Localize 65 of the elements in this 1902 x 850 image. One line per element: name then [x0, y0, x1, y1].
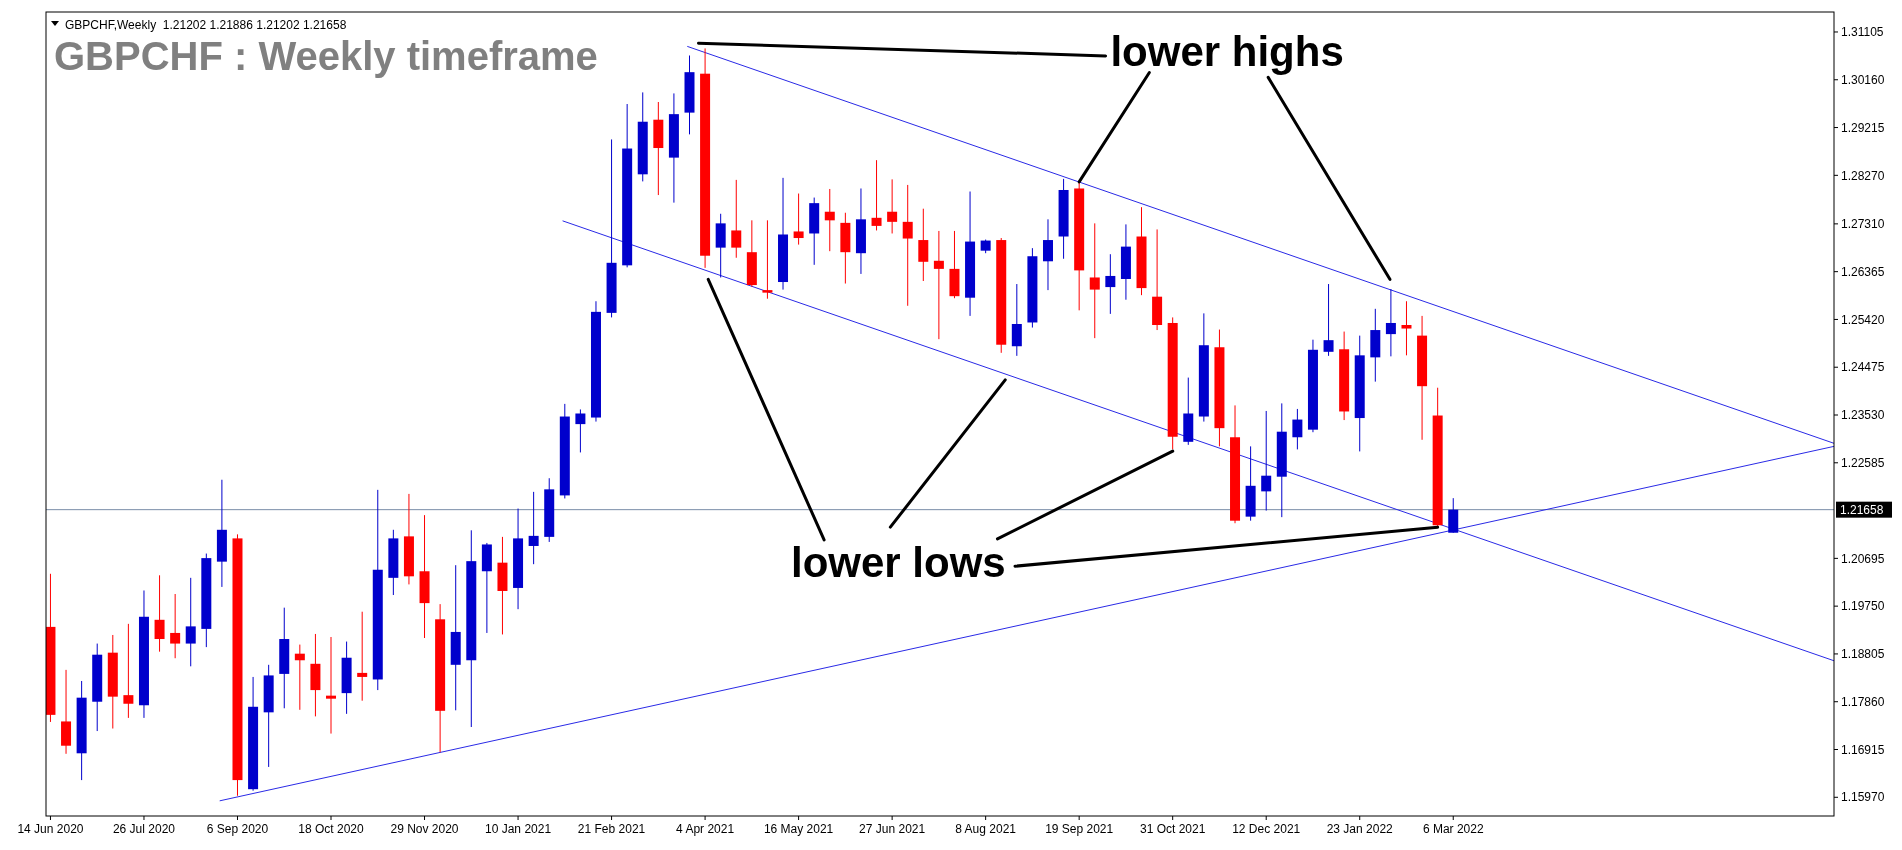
candlestick — [357, 611, 368, 702]
x-tick-label: 26 Jul 2020 — [112, 822, 176, 836]
x-tick-label: 27 Jun 2021 — [859, 822, 926, 836]
x-tick-label: 21 Feb 2021 — [577, 822, 646, 836]
candlestick — [793, 193, 804, 246]
y-tick-label: 1.28270 — [1841, 168, 1885, 183]
y-tick-label: 1.17860 — [1841, 694, 1885, 709]
candlestick — [528, 491, 539, 565]
candlestick — [575, 408, 586, 453]
candlestick — [154, 574, 165, 653]
candlestick — [1448, 497, 1459, 534]
y-tick-label: 1.22585 — [1841, 456, 1885, 470]
y-tick-label: 1.19750 — [1841, 599, 1885, 614]
x-tick-label: 14 Jun 2020 — [17, 822, 84, 836]
annotation: lower highs — [1110, 27, 1344, 75]
candlestick — [1261, 410, 1272, 512]
candlestick — [1042, 218, 1053, 291]
candlestick — [933, 230, 944, 340]
candlestick — [1089, 222, 1100, 339]
y-tick-label: 1.20695 — [1841, 551, 1885, 566]
candlestick — [731, 179, 742, 259]
y-tick-label: 1.16915 — [1841, 742, 1885, 757]
x-tick-label: 19 Sep 2021 — [1045, 822, 1114, 836]
x-tick-label: 23 Jan 2022 — [1326, 822, 1394, 836]
y-tick-label: 1.27310 — [1841, 217, 1885, 232]
candlestick — [871, 159, 882, 231]
candlestick — [1385, 288, 1396, 357]
x-tick-label: 10 Jan 2021 — [485, 822, 552, 836]
candlestick — [326, 636, 337, 735]
candlestick — [294, 644, 305, 711]
candlestick — [1323, 283, 1334, 357]
y-tick-label: 1.30160 — [1841, 72, 1885, 87]
candlestick — [170, 593, 181, 659]
y-tick-label: 1.24475 — [1841, 360, 1885, 375]
y-tick-label: 1.23530 — [1841, 408, 1885, 423]
y-tick-label: 1.31105 — [1841, 25, 1884, 40]
y-tick-label: 1.25420 — [1841, 312, 1885, 327]
candlestick — [902, 184, 913, 307]
ref-line-label: 1.21658 — [1840, 502, 1884, 517]
x-tick-label: 16 May 2021 — [763, 822, 834, 836]
candlestick — [185, 577, 196, 667]
x-tick-label: 18 Oct 2020 — [298, 822, 365, 836]
x-tick-label: 8 Aug 2021 — [955, 822, 1017, 836]
x-tick-label: 6 Sep 2020 — [206, 822, 269, 836]
x-tick-label: 12 Dec 2021 — [1232, 822, 1301, 836]
candlestick — [123, 623, 134, 719]
text: GBPCHF : Weekly timeframe — [54, 34, 598, 78]
candlestick — [1401, 300, 1412, 356]
candlestick — [918, 208, 929, 282]
text: GBPCHF,Weekly 1.21202 1.21886 1.21202 1.21658 — [65, 18, 347, 32]
candlestick — [1105, 253, 1116, 315]
candlestick — [824, 188, 835, 252]
x-tick-label: 29 Nov 2020 — [390, 822, 459, 836]
candlestick — [887, 178, 898, 234]
y-tick-label: 1.29215 — [1841, 120, 1885, 135]
y-tick-label: 1.26365 — [1841, 264, 1885, 279]
y-tick-label: 1.15970 — [1841, 790, 1885, 805]
x-tick-label: 6 Mar 2022 — [1422, 822, 1484, 836]
candlestick — [762, 219, 773, 300]
annotation: lower lows — [791, 538, 1006, 586]
y-tick-label: 1.18805 — [1841, 647, 1885, 662]
candlestick — [1011, 283, 1022, 357]
candlestick — [1292, 408, 1303, 450]
x-tick-label: 31 Oct 2021 — [1139, 822, 1206, 836]
x-tick-label: 4 Apr 2021 — [676, 822, 735, 836]
